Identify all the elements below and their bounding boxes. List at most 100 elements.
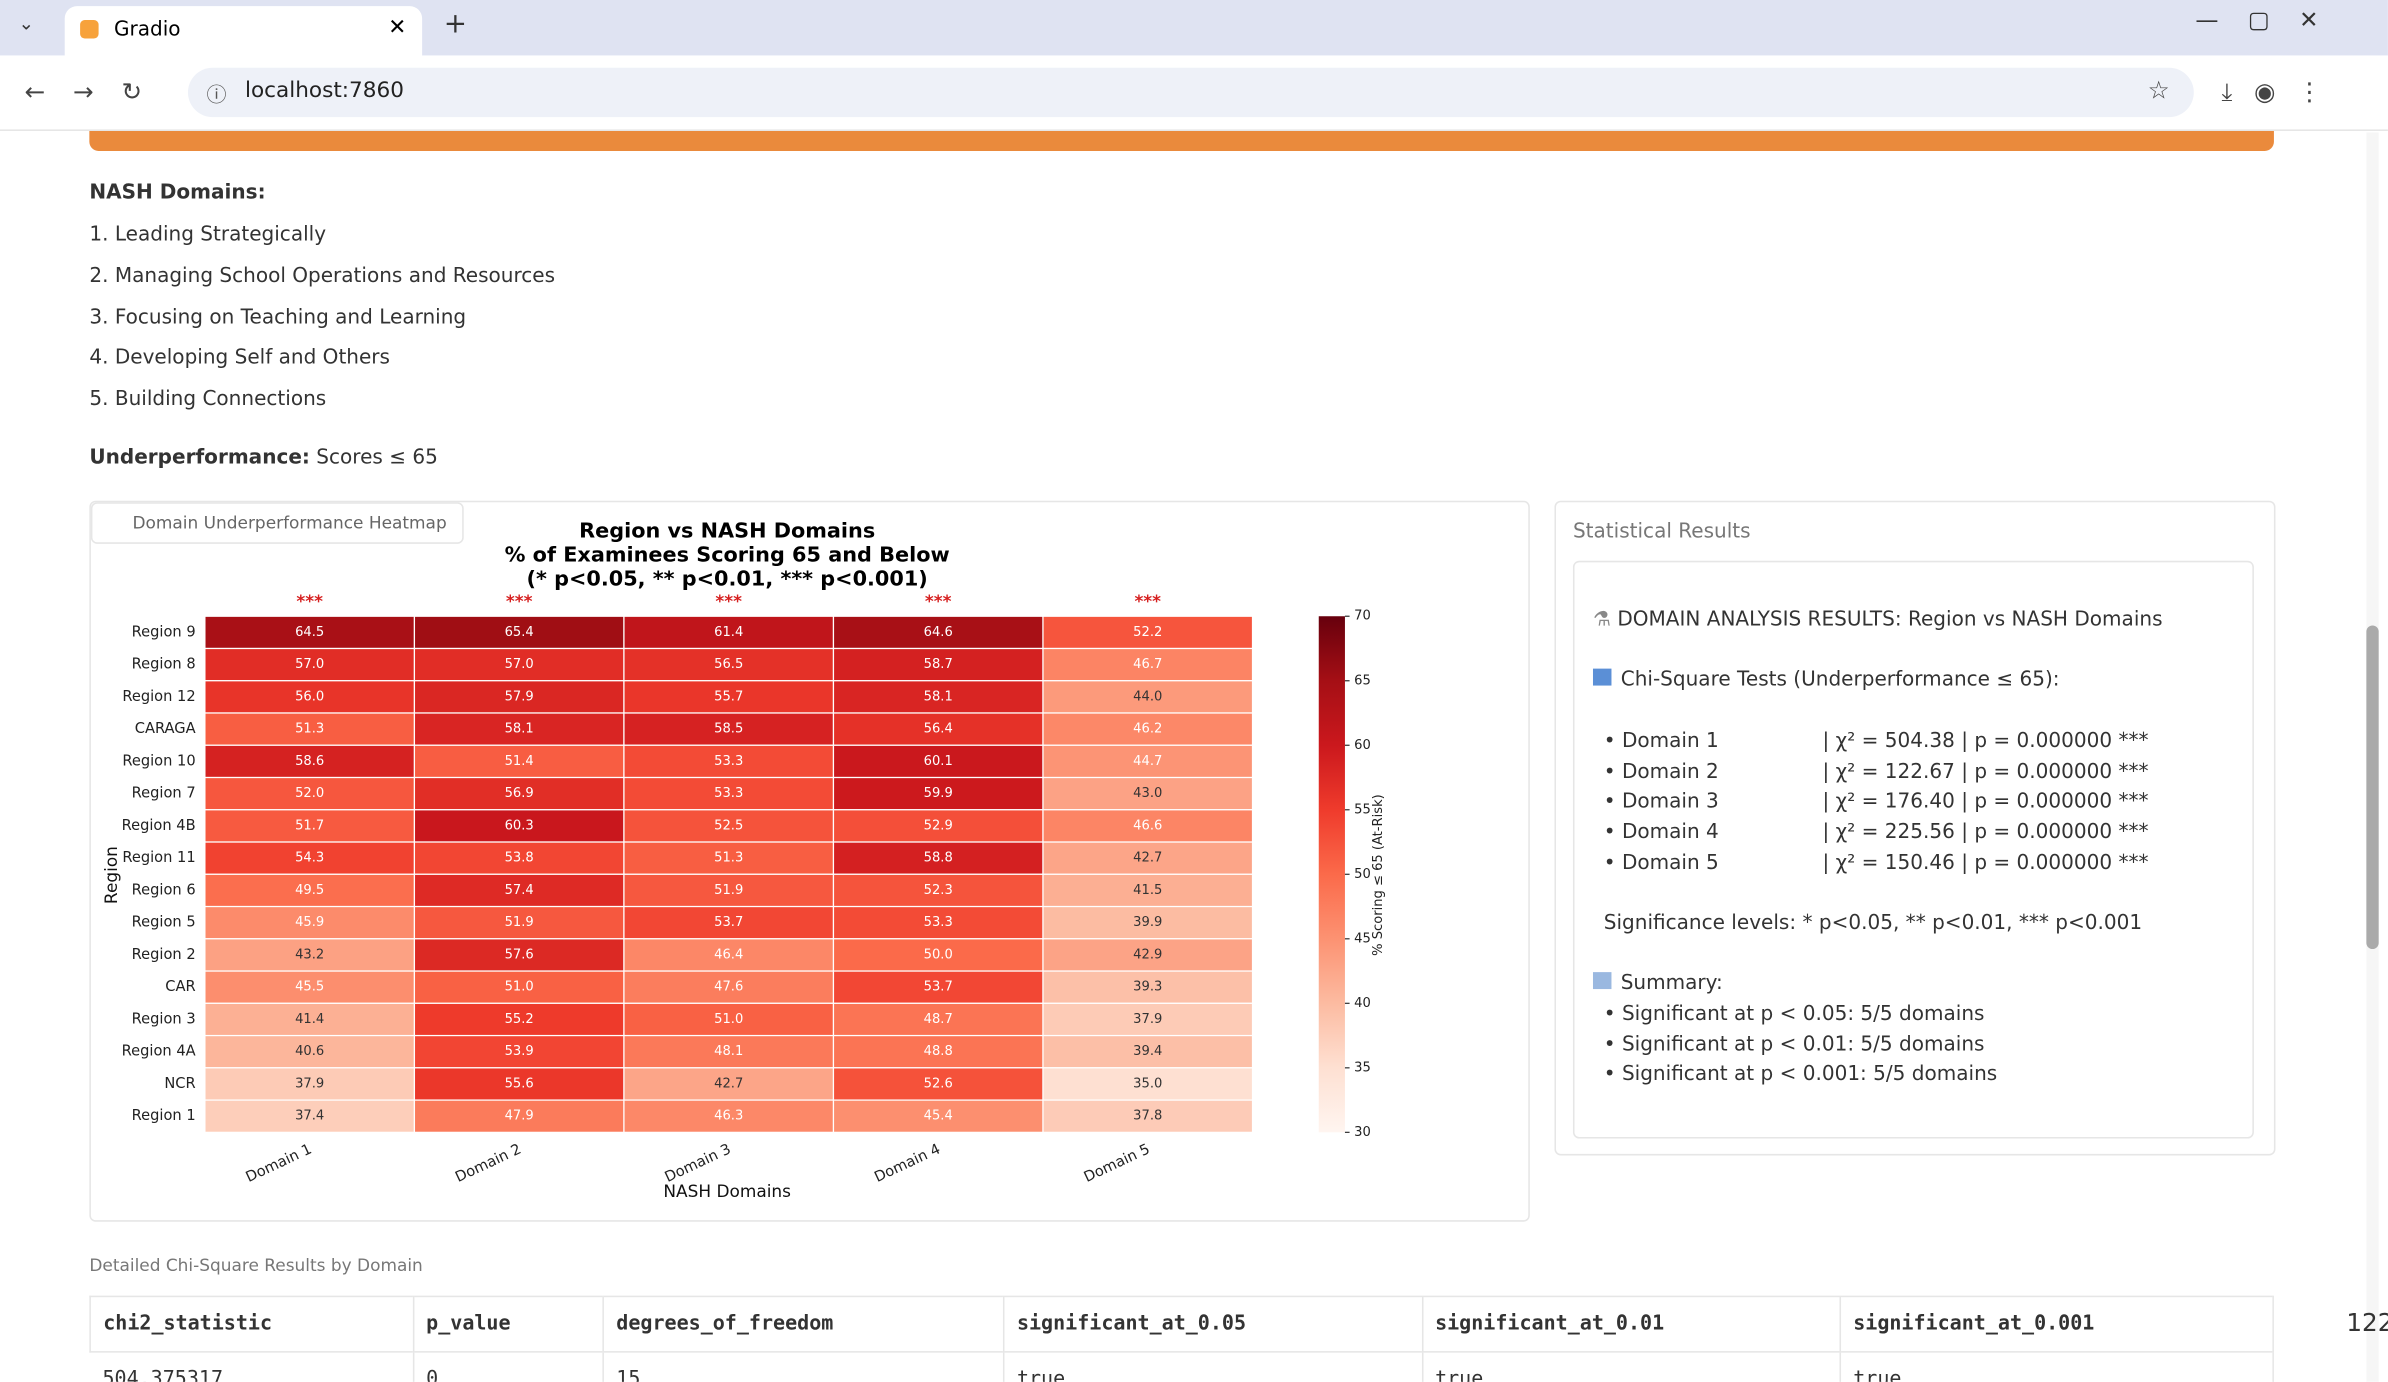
y-tick-label: Region 3 xyxy=(132,1010,196,1027)
stats-box xyxy=(1572,560,2254,1139)
cell-label: 54.3 xyxy=(295,851,324,866)
domain-item: 2. Managing School Operations and Resour… xyxy=(89,264,556,288)
cell-label: 58.7 xyxy=(924,657,953,672)
cell-label: 46.7 xyxy=(1133,657,1162,672)
chi-heading-text: Chi-Square Tests (Underperformance ≤ 65)… xyxy=(1620,668,2060,692)
window-controls[interactable]: — ▢ ✕ xyxy=(2195,6,2319,34)
cell-label: 41.4 xyxy=(295,1012,324,1027)
summary-heading-text: Summary: xyxy=(1620,972,1723,996)
cell-label: 47.9 xyxy=(505,1109,534,1124)
column-header: significant_at_0.05 xyxy=(1003,1296,1423,1352)
cell-label: 57.0 xyxy=(295,657,324,672)
cell-label: 37.9 xyxy=(1133,1012,1162,1027)
heat-cell xyxy=(413,1099,625,1133)
underperf-text: Scores ≤ 65 xyxy=(316,446,438,470)
x-tick-label: Domain 4 xyxy=(872,1141,943,1186)
heat-cell xyxy=(204,905,416,940)
cell-label: 51.7 xyxy=(295,818,324,833)
heat-cell xyxy=(1042,938,1254,972)
cell-label: 53.3 xyxy=(714,786,743,801)
cell-label: 47.6 xyxy=(714,980,743,995)
heat-cell xyxy=(623,841,835,875)
heat-cell xyxy=(1042,873,1254,908)
cell-label: 45.9 xyxy=(295,915,324,930)
tab-close[interactable]: ✕ xyxy=(388,15,407,41)
cell-label: 42.9 xyxy=(1133,947,1162,962)
new-tab[interactable]: + xyxy=(443,7,467,41)
y-tick-label: Region 5 xyxy=(132,914,196,931)
heat-cell xyxy=(832,905,1044,940)
domain-item: 4. Developing Self and Others xyxy=(89,347,390,371)
heat-cell xyxy=(204,1099,416,1133)
scroll-thumb[interactable] xyxy=(2366,625,2379,950)
cell-label: 51.0 xyxy=(714,1012,743,1027)
summary-heading: Summary: xyxy=(1592,972,1723,996)
toolbar-icons[interactable]: ⤓◉⋮ xyxy=(2221,77,2344,107)
table-cell: 15 xyxy=(603,1351,1005,1382)
heat-cell xyxy=(832,744,1044,779)
favicon xyxy=(80,20,99,39)
heat-cell xyxy=(832,841,1044,875)
cell-label: 39.3 xyxy=(1133,980,1162,995)
nav-buttons[interactable]: ←→↻ xyxy=(24,77,170,107)
cell-label: 51.4 xyxy=(505,754,534,769)
test-name: • Domain 1 xyxy=(1603,730,1719,754)
y-axis-title: Region xyxy=(101,846,121,904)
significance-mark: *** xyxy=(715,591,742,611)
heat-cell xyxy=(832,1002,1044,1037)
x-tick-label: Domain 3 xyxy=(662,1141,733,1186)
cell-label: 37.8 xyxy=(1133,1109,1162,1124)
heat-cell xyxy=(413,647,625,682)
address-bar[interactable]: ⓘ localhost:7860 ☆ xyxy=(187,67,2194,118)
test-result: | χ² = 122.67 | p = 0.000000 *** xyxy=(1822,760,2149,784)
cell-label: 64.5 xyxy=(295,625,324,640)
heat-cell xyxy=(623,647,835,682)
heat-cell xyxy=(832,776,1044,811)
test-result: | χ² = 225.56 | p = 0.000000 *** xyxy=(1822,821,2149,845)
chart-title: % of Examinees Scoring 65 and Below xyxy=(505,542,950,566)
bookmark-icon[interactable]: ☆ xyxy=(2147,75,2170,105)
cell-label: 57.4 xyxy=(505,883,534,898)
scrollbar xyxy=(2366,132,2379,1382)
heat-cell xyxy=(204,776,416,811)
colorbar-tick-label: 30 xyxy=(1354,1125,1371,1140)
y-tick-label: NCR xyxy=(164,1075,195,1092)
significance-mark: *** xyxy=(506,591,533,611)
table-cell: true xyxy=(1421,1351,1841,1382)
heat-cell xyxy=(623,744,835,779)
domain-item: 3. Focusing on Teaching and Learning xyxy=(89,305,467,330)
y-tick-label: Region 11 xyxy=(122,849,195,866)
heat-cell xyxy=(623,712,835,746)
cell-label: 37.4 xyxy=(295,1109,324,1124)
colorbar-tick-label: 50 xyxy=(1354,867,1371,882)
tab[interactable]: Gradio ✕ xyxy=(64,6,423,56)
heat-cell xyxy=(623,938,835,972)
heat-cell xyxy=(204,680,416,714)
cell-label: 57.9 xyxy=(505,689,534,704)
url: localhost:7860 xyxy=(244,78,404,104)
y-tick-label: Region 12 xyxy=(122,688,195,705)
heat-cell xyxy=(413,712,625,746)
cell-label: 51.9 xyxy=(714,883,743,898)
cell-label: 53.3 xyxy=(924,915,953,930)
info-icon: ⓘ xyxy=(206,84,227,108)
orange-button[interactable] xyxy=(89,130,2274,151)
cell-label: 60.3 xyxy=(505,818,534,833)
cell-label: 52.6 xyxy=(924,1076,953,1091)
y-tick-label: Region 4B xyxy=(122,817,196,834)
cell-label: 53.7 xyxy=(924,980,953,995)
colorbar-tick-label: 40 xyxy=(1354,996,1371,1011)
cell-label: 55.6 xyxy=(505,1076,534,1091)
tab-menu[interactable]: ⌄ xyxy=(18,12,34,34)
colorbar-label: % Scoring ≤ 65 (At-Risk) xyxy=(1371,794,1386,956)
heat-cell xyxy=(204,712,416,746)
results-table: chi2_statistic p_value degrees_of_freedom s… xyxy=(89,1296,2274,1382)
cell-label: 56.0 xyxy=(295,689,324,704)
heat-cell xyxy=(413,873,625,908)
cell-label: 65.4 xyxy=(505,625,534,640)
test-result: | χ² = 504.38 | p = 0.000000 *** xyxy=(1822,730,2149,754)
colorbar-tick-label: 70 xyxy=(1354,609,1371,624)
y-tick-label: Region 2 xyxy=(132,946,196,963)
cell-label: 50.0 xyxy=(924,947,953,962)
